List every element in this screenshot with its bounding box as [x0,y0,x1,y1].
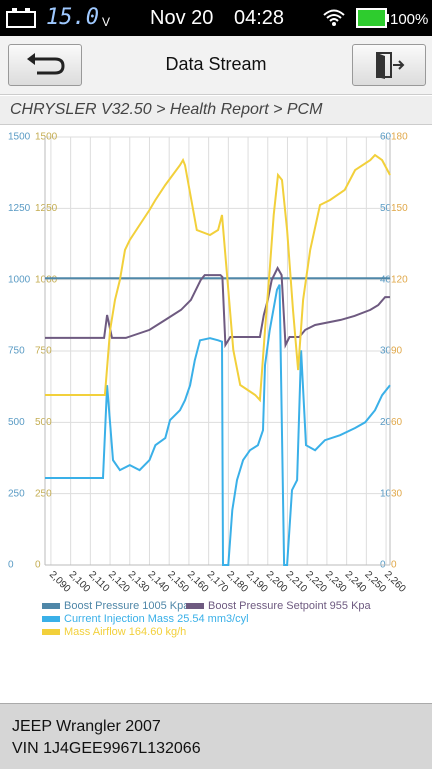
x-tick-label: 2,200 [264,569,290,595]
footer: JEEP Wrangler 2007 VIN 1J4GEE9967L132066 [0,703,432,769]
y-tick-label: 250 [35,488,52,499]
y-tick-label: 0 [35,560,41,571]
y-tick-label: 500 [35,417,52,428]
x-tick-label: 2,140 [145,569,171,595]
status-bar: 15.0 V Nov 20 04:28 100% [0,0,432,36]
x-tick-label: 2,130 [126,569,152,595]
y-tick-label: 30 [380,346,392,357]
page-title: Data Stream [165,54,267,74]
x-tick-label: 2,180 [224,569,250,595]
y-tick-label: 0 [391,560,397,571]
y-tick-label: 50 [380,203,392,214]
y-tick-label: 1500 [35,132,58,143]
battery-level [356,8,389,28]
voltage: 15.0 [46,5,99,30]
legend-label: Current Injection Mass 25.54 mm3/cyl [64,613,249,625]
x-tick-label: 2,240 [343,569,369,595]
legend-label: Mass Airflow 164.60 kg/h [64,626,186,638]
x-tick-label: 2,250 [362,569,388,595]
x-tick-label: 2,230 [323,569,349,595]
chart: 2,0902,1002,1102,1202,1302,1402,1502,160… [8,132,408,638]
y-tick-label: 180 [391,132,408,143]
legend-swatch [42,616,60,622]
y-tick-label: 1250 [8,203,31,214]
y-tick-label: 120 [391,274,408,285]
y-tick-label: 1500 [8,132,31,143]
y-tick-label: 0 [8,560,14,571]
x-tick-label: 2,110 [86,569,111,594]
vin: VIN 1J4GEE9967L132066 [12,740,201,757]
battery-percent: 100% [390,11,429,28]
x-tick-label: 2,100 [67,569,93,595]
series-line [45,284,391,566]
voltage-unit: V [102,15,111,29]
y-tick-label: 90 [391,346,403,357]
legend-label: Boost Pressure Setpoint 955 Kpa [208,600,372,612]
time: 04:28 [234,7,285,29]
y-tick-label: 20 [380,417,392,428]
date: Nov 20 [150,7,214,29]
y-tick-label: 30 [391,488,403,499]
exit-button[interactable] [352,44,426,86]
legend-swatch [42,603,60,609]
x-tick-label: 2,090 [47,569,73,595]
back-button[interactable] [8,44,82,86]
x-tick-label: 2,220 [303,569,329,595]
legend-label: Boost Pressure 1005 Kpa [64,600,190,612]
y-tick-label: 500 [8,417,25,428]
header: Data Stream [0,36,432,95]
battery-icon [6,8,36,28]
legend-swatch [42,629,60,635]
wifi-icon [323,9,345,26]
y-tick-label: 750 [35,346,52,357]
y-tick-label: 1250 [35,203,58,214]
series-line [45,265,390,349]
y-tick-label: 750 [8,346,25,357]
y-tick-label: 250 [8,488,25,499]
y-tick-label: 10 [380,488,392,499]
y-tick-label: 40 [380,274,392,285]
x-tick-label: 2,190 [244,569,270,595]
legend-swatch [186,603,204,609]
x-tick-label: 2,260 [382,569,408,595]
x-tick-label: 2,120 [106,569,132,595]
breadcrumb: CHRYSLER V32.50 > Health Report > PCM [0,96,432,125]
back-icon [27,53,65,75]
y-tick-label: 60 [391,417,403,428]
y-tick-label: 1000 [8,274,31,285]
exit-icon [376,52,405,79]
x-tick-label: 2,170 [205,569,231,595]
x-tick-label: 2,210 [283,569,309,595]
series-line [45,153,391,403]
y-tick-label: 1000 [35,274,58,285]
x-tick-label: 2,160 [185,569,211,595]
x-tick-label: 2,150 [165,569,191,595]
y-tick-label: 60 [380,132,392,143]
vehicle: JEEP Wrangler 2007 [12,718,161,735]
y-tick-label: 150 [391,203,408,214]
